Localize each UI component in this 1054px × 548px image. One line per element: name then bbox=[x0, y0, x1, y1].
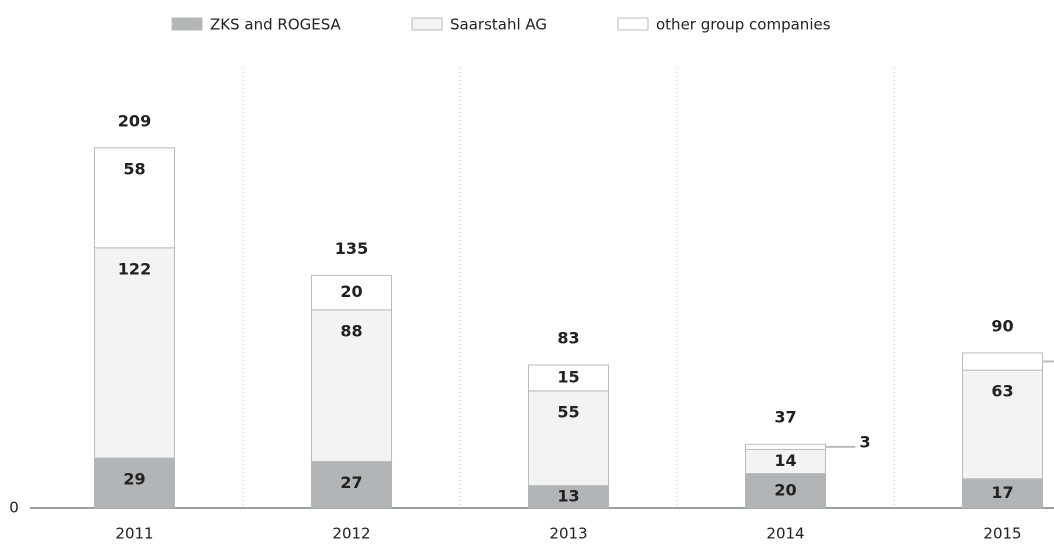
value-label: 58 bbox=[123, 159, 145, 178]
bar-segment bbox=[94, 247, 175, 459]
total-label: 37 bbox=[774, 408, 796, 427]
legend-swatch bbox=[617, 17, 649, 31]
bar-segment bbox=[94, 457, 175, 509]
legend-label: other group companies bbox=[656, 16, 831, 34]
bar-segment bbox=[94, 147, 175, 249]
value-label: 122 bbox=[118, 259, 151, 278]
x-tick-label: 2014 bbox=[766, 525, 804, 543]
value-label: 27 bbox=[340, 473, 362, 492]
value-label: 14 bbox=[774, 451, 796, 470]
x-tick-label: 2013 bbox=[549, 525, 587, 543]
x-tick-label: 2015 bbox=[983, 525, 1021, 543]
total-label: 90 bbox=[991, 316, 1013, 335]
total-label: 135 bbox=[335, 239, 368, 258]
bar-segment bbox=[745, 448, 826, 475]
value-label: 17 bbox=[991, 483, 1013, 502]
total-label: 209 bbox=[118, 111, 151, 130]
value-label: 13 bbox=[557, 486, 579, 505]
value-label: 20 bbox=[340, 282, 362, 301]
total-label: 83 bbox=[557, 328, 579, 347]
value-label: 20 bbox=[774, 480, 796, 499]
value-label: 88 bbox=[340, 321, 362, 340]
value-label: 3 bbox=[860, 432, 871, 451]
value-label: 29 bbox=[123, 470, 145, 489]
bar-segment bbox=[311, 309, 392, 462]
bar-segment bbox=[311, 274, 392, 311]
x-tick-label: 2012 bbox=[332, 525, 370, 543]
value-label: 15 bbox=[557, 367, 579, 386]
x-tick-label: 2011 bbox=[115, 525, 153, 543]
value-label: 55 bbox=[557, 402, 579, 421]
bar-segment bbox=[962, 352, 1043, 371]
bar-segment bbox=[528, 390, 609, 487]
y-tick-label: 0 bbox=[9, 499, 19, 517]
bar-segment bbox=[745, 473, 826, 509]
bar-segment bbox=[528, 364, 609, 392]
legend-label: Saarstahl AG bbox=[450, 16, 547, 34]
legend-label: ZKS and ROGESA bbox=[210, 16, 342, 34]
bar-segment bbox=[962, 369, 1043, 480]
bar-segment bbox=[745, 443, 826, 450]
value-label: 63 bbox=[991, 382, 1013, 401]
legend-swatch bbox=[171, 17, 203, 31]
legend-swatch bbox=[411, 17, 443, 31]
bar-segment bbox=[962, 478, 1043, 509]
bar-segment bbox=[311, 460, 392, 509]
